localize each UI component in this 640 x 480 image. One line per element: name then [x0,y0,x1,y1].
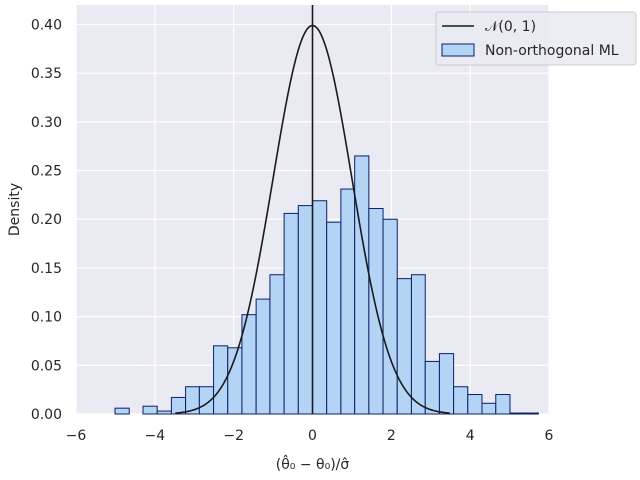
y-tick-label: 0.25 [31,164,62,180]
legend-hist-label: Non-orthogonal ML [485,43,619,59]
hist-bar [156,410,172,415]
hist-bar [509,412,525,415]
hist-bar [269,274,285,415]
x-tick-label: −2 [223,428,244,444]
histogram-bars [114,155,539,415]
hist-bar [396,278,412,415]
x-tick-label: −4 [145,428,166,444]
hist-bar [453,386,469,415]
x-axis-label: (θ̂₀ − θ₀)/σ̂ [276,454,350,473]
hist-bar [424,360,440,415]
x-axis-ticks: −6 −4 −2 0 2 4 6 [66,428,554,444]
hist-bar [467,394,483,415]
hist-bar [114,407,130,415]
hist-bar [354,155,370,415]
hist-bar [382,218,398,415]
legend-hist-swatch [441,43,475,57]
legend-box [435,11,637,66]
x-tick-label: 0 [308,428,317,444]
hist-bar [523,412,539,415]
hist-bar [283,212,299,415]
hist-bar [326,221,342,415]
y-tick-label: 0.05 [31,358,62,374]
legend-line-label: 𝒩(0, 1) [485,19,536,35]
y-tick-label: 0.15 [31,261,62,277]
hist-bar [438,353,455,415]
x-tick-label: 2 [387,428,396,444]
hist-bar [495,394,511,415]
y-tick-label: 0.30 [31,115,62,131]
x-tick-label: −6 [66,428,87,444]
hist-bar [368,208,384,415]
hist-bar [297,205,313,415]
y-tick-label: 0.10 [31,310,62,326]
x-tick-label: 6 [545,428,554,444]
y-axis-label: Density [7,183,23,236]
hist-bar [312,200,328,415]
hist-bar [255,298,271,415]
legend: 𝒩(0, 1) Non-orthogonal ML [435,11,637,66]
x-tick-label: 4 [466,428,475,444]
y-axis-ticks: 0.00 0.05 0.10 0.15 0.20 0.25 0.30 0.35 0.40 [31,17,62,423]
hist-bar [481,402,497,415]
y-tick-label: 0.40 [31,17,62,33]
hist-bar [410,274,426,415]
hist-bar [340,188,356,415]
y-tick-label: 0.35 [31,66,62,82]
y-tick-label: 0.00 [31,407,62,423]
hist-bar [142,405,158,415]
y-tick-label: 0.20 [31,212,62,228]
